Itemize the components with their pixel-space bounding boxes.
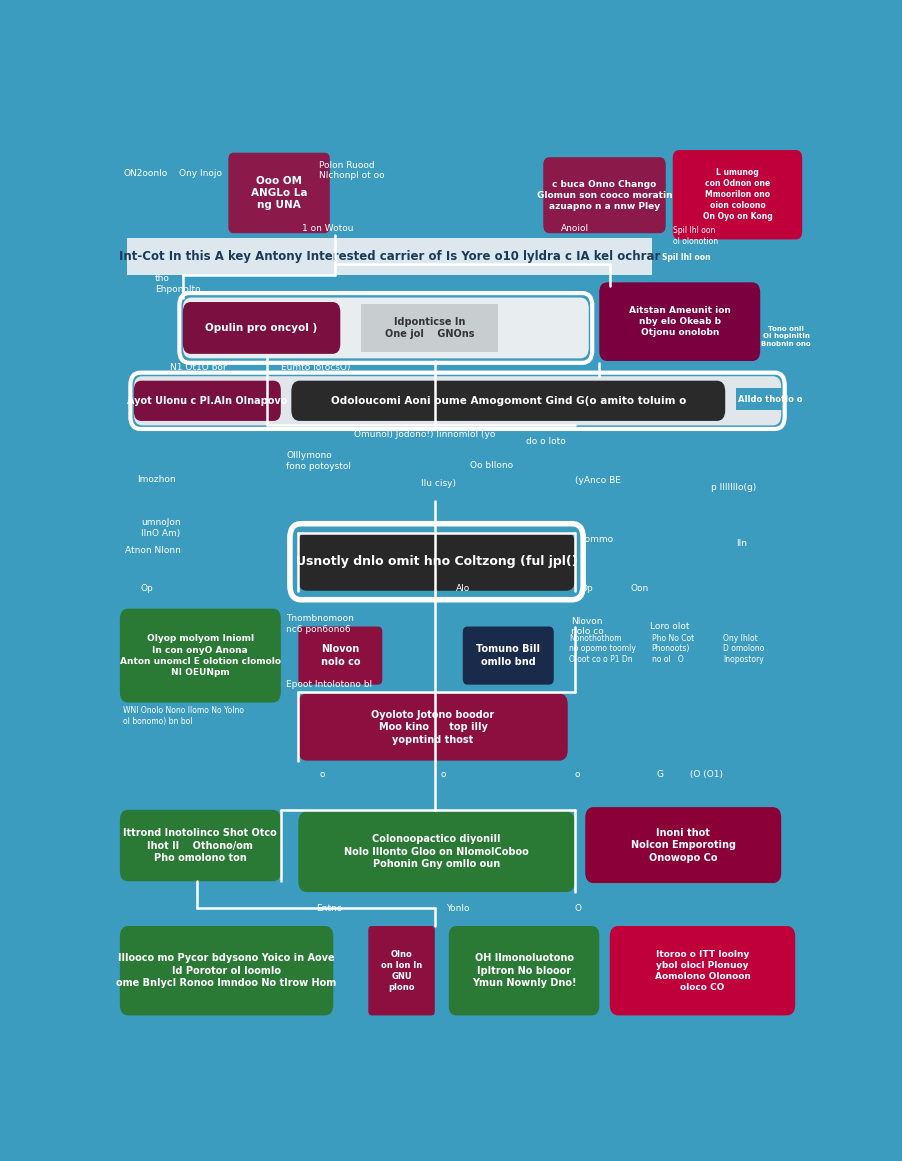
Text: o: o bbox=[319, 770, 325, 779]
FancyBboxPatch shape bbox=[133, 376, 780, 425]
FancyBboxPatch shape bbox=[298, 812, 575, 892]
Text: umnoJon
llnO Am): umnoJon llnO Am) bbox=[141, 519, 180, 538]
Text: tho
Ehponolto: tho Ehponolto bbox=[155, 274, 200, 294]
Text: o: o bbox=[575, 770, 580, 779]
FancyBboxPatch shape bbox=[368, 926, 435, 1016]
Text: Yonlo: Yonlo bbox=[446, 903, 469, 913]
Text: Olno
on Ion In
GNU
plono: Olno on Ion In GNU plono bbox=[381, 950, 422, 991]
Text: Atnon Nlonn: Atnon Nlonn bbox=[125, 546, 181, 555]
Text: p lllllllo(g): p lllllllo(g) bbox=[711, 483, 756, 492]
Text: Tomuno Bill
omllo bnd: Tomuno Bill omllo bnd bbox=[475, 644, 539, 666]
Text: Iommo: Iommo bbox=[581, 535, 612, 545]
Text: Entno: Entno bbox=[316, 903, 342, 913]
Text: Usnotly dnlo omit hno Coltzong (ful jpl(): Usnotly dnlo omit hno Coltzong (ful jpl(… bbox=[295, 555, 576, 568]
Text: Ony Inojo: Ony Inojo bbox=[179, 168, 222, 178]
Text: G         (O (O1): G (O (O1) bbox=[657, 770, 723, 779]
Text: WNI Onolo Nono llomo No Yolno
ol bonomo) bn bol: WNI Onolo Nono llomo No Yolno ol bonomo)… bbox=[124, 706, 244, 726]
Text: Ony Ihlot
D omolono
Inopostory: Ony Ihlot D omolono Inopostory bbox=[723, 634, 763, 664]
FancyBboxPatch shape bbox=[120, 926, 333, 1016]
Text: Oon: Oon bbox=[630, 584, 649, 592]
Text: Itoroo o ITT Ioolny
ybol olocl Plonuoy
Aomolono Olonoon
oloco CO: Itoroo o ITT Ioolny ybol olocl Plonuoy A… bbox=[654, 950, 750, 991]
Text: Idponticse In
One jol    GNOns: Idponticse In One jol GNOns bbox=[384, 317, 474, 339]
FancyBboxPatch shape bbox=[448, 926, 599, 1016]
FancyBboxPatch shape bbox=[609, 926, 795, 1016]
Text: c buca Onno Chango
Glomun son cooco moratin
azuapno n a nnw Pley: c buca Onno Chango Glomun son cooco mora… bbox=[536, 180, 672, 211]
Text: Colonoopactico diyonill
Nolo Illonto Gloo on NlomolCoboo
Pohonin Gny omllo oun: Colonoopactico diyonill Nolo Illonto Glo… bbox=[344, 835, 529, 870]
Text: Opulin pro oncyol ): Opulin pro oncyol ) bbox=[206, 323, 318, 333]
FancyBboxPatch shape bbox=[584, 807, 780, 884]
FancyBboxPatch shape bbox=[182, 297, 588, 359]
Text: Oyoloto Jotono boodor
Moo kino      top illy
yopntind thost: Oyoloto Jotono boodor Moo kino top illy … bbox=[371, 709, 494, 744]
Text: Spil Ihl oon: Spil Ihl oon bbox=[662, 253, 710, 262]
Text: Inoni thot
Nolcon Emporoting
Onowopo Co: Inoni thot Nolcon Emporoting Onowopo Co bbox=[630, 828, 735, 863]
Text: llu cisy): llu cisy) bbox=[420, 479, 456, 488]
Text: Alo: Alo bbox=[456, 584, 470, 592]
Text: Anoiol: Anoiol bbox=[560, 224, 588, 233]
Text: Epoot Intolotono bl: Epoot Intolotono bl bbox=[286, 680, 373, 690]
Text: Tono onll
Ol hopinitin
Bnobnin ono: Tono onll Ol hopinitin Bnobnin ono bbox=[760, 326, 810, 347]
Text: Spil Ihl oon
ol olonotion: Spil Ihl oon ol olonotion bbox=[672, 226, 717, 246]
Text: Olyop molyom Inioml
In con onyO Anona
Anton unomcl E olotion clomolo
NI OEUNpm: Olyop molyom Inioml In con onyO Anona An… bbox=[120, 634, 281, 677]
Text: Nlovon
nolo co: Nlovon nolo co bbox=[571, 616, 603, 636]
Text: Ittrond Inotolinco Shot Otco
Ihot II    Othono/om
Pho omolono ton: Ittrond Inotolinco Shot Otco Ihot II Oth… bbox=[124, 828, 277, 863]
Text: Olllymono
fono potoystol: Olllymono fono potoystol bbox=[286, 452, 351, 471]
Text: OH Ilmonoluotono
Ipltron No blooor
Ymun Nownly Dno!: OH Ilmonoluotono Ipltron No blooor Ymun … bbox=[471, 953, 575, 988]
FancyBboxPatch shape bbox=[133, 381, 281, 421]
FancyBboxPatch shape bbox=[599, 282, 759, 361]
Text: Nonothothom
no opomo toomly
O oot co o P1 Dn: Nonothothom no opomo toomly O oot co o P… bbox=[568, 634, 635, 664]
Text: Eumto Io(ocsO): Eumto Io(ocsO) bbox=[281, 362, 350, 372]
Text: O: O bbox=[575, 903, 581, 913]
Text: Oo bllono: Oo bllono bbox=[469, 461, 512, 470]
Text: Pho No Cot
Phonoots)
no ol   O: Pho No Cot Phonoots) no ol O bbox=[651, 634, 694, 664]
Text: Illooco mo Pycor bdysono Yoico in Aove
Id Porotor ol Ioomlo
ome Bnlycl Ronoo Imn: Illooco mo Pycor bdysono Yoico in Aove I… bbox=[116, 953, 336, 988]
FancyBboxPatch shape bbox=[298, 533, 575, 591]
Text: Omunol) Jodono!) linnomlol (yo: Omunol) Jodono!) linnomlol (yo bbox=[354, 430, 495, 439]
Text: Aitstan Ameunit ion
nby elo Okeab b
Otjonu onolobn: Aitstan Ameunit ion nby elo Okeab b Otjo… bbox=[628, 307, 730, 338]
FancyBboxPatch shape bbox=[120, 608, 281, 702]
FancyBboxPatch shape bbox=[228, 153, 329, 233]
FancyBboxPatch shape bbox=[182, 302, 340, 354]
Bar bbox=[668, 248, 704, 266]
FancyBboxPatch shape bbox=[672, 150, 801, 239]
Text: Iln: Iln bbox=[735, 539, 746, 548]
Text: Loro olot: Loro olot bbox=[649, 622, 689, 632]
Text: Imozhon: Imozhon bbox=[137, 475, 176, 483]
Text: Op: Op bbox=[580, 584, 593, 592]
FancyBboxPatch shape bbox=[120, 810, 281, 881]
Text: Tnombnomoon
nc6 pon6ono6: Tnombnomoon nc6 pon6ono6 bbox=[286, 614, 354, 634]
Bar bbox=[126, 238, 651, 275]
Text: Op: Op bbox=[141, 584, 153, 592]
Text: Int-Cot In this A key Antony Interested carrier of Is Yore o10 lyldra c IA kel o: Int-Cot In this A key Antony Interested … bbox=[118, 250, 659, 262]
Bar bbox=[735, 388, 805, 410]
FancyBboxPatch shape bbox=[298, 693, 567, 760]
Text: Alldo thotlo o: Alldo thotlo o bbox=[738, 395, 802, 404]
Text: o: o bbox=[440, 770, 446, 779]
Bar bbox=[764, 312, 806, 361]
Text: L umunog
con Odnon one
Mmoorilon ono
oion coloono
On Oyo on Kong: L umunog con Odnon one Mmoorilon ono oio… bbox=[702, 168, 771, 222]
FancyBboxPatch shape bbox=[298, 627, 382, 685]
Text: N1 Ot1O bor: N1 Ot1O bor bbox=[170, 362, 226, 372]
Text: Nlovon
nolo co: Nlovon nolo co bbox=[320, 644, 360, 666]
Text: do o loto: do o loto bbox=[525, 437, 565, 446]
Text: (yAnco BE: (yAnco BE bbox=[575, 476, 620, 485]
Text: Ayot Ulonu c Pl.Aln Olnapovo: Ayot Ulonu c Pl.Aln Olnapovo bbox=[127, 396, 287, 406]
FancyBboxPatch shape bbox=[463, 627, 553, 685]
Text: ON2oonlo: ON2oonlo bbox=[124, 168, 168, 178]
FancyBboxPatch shape bbox=[291, 381, 724, 421]
Bar bbox=[361, 304, 497, 352]
Text: 1 on Wotou: 1 on Wotou bbox=[301, 224, 353, 233]
Text: Polon Ruood
NIchonpl ot oo: Polon Ruood NIchonpl ot oo bbox=[319, 161, 384, 180]
FancyBboxPatch shape bbox=[543, 157, 665, 233]
Text: Ooo OM
ANGLo La
ng UNA: Ooo OM ANGLo La ng UNA bbox=[251, 175, 307, 210]
Text: Odoloucomi Aoni oume Amogomont Gind G(o amito toluim o: Odoloucomi Aoni oume Amogomont Gind G(o … bbox=[330, 396, 686, 406]
